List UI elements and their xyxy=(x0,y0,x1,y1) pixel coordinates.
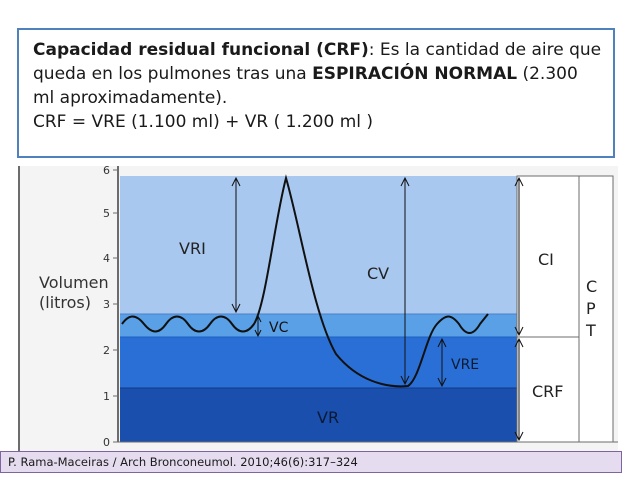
vr-label: VR xyxy=(317,408,339,427)
vre-band xyxy=(120,337,517,388)
ci-label: CI xyxy=(538,250,554,269)
ci-arrow xyxy=(514,176,524,337)
citation-bar: P. Rama-Maceiras / Arch Bronconeumol. 20… xyxy=(0,451,622,473)
y-tick-label-3: 3 xyxy=(103,298,110,311)
y-axis-title-line-1: Volumen xyxy=(39,273,109,292)
y-axis-title-line-2: (litros) xyxy=(39,293,91,312)
y-ticks xyxy=(113,169,118,443)
vr-band xyxy=(120,388,517,442)
vre-label: VRE xyxy=(451,357,479,373)
definition-text-2: (2.300 ml aproximadamente). xyxy=(33,64,578,108)
y-tick-label-1: 1 xyxy=(103,390,110,403)
definition-term: Capacidad residual funcional (CRF) xyxy=(33,40,369,60)
cpt-label-t: T xyxy=(585,321,596,340)
spirometry-curve xyxy=(121,174,489,388)
vri-arrow xyxy=(231,176,241,314)
lung-volumes-diagram: 0 1 2 3 4 5 6 Volumen (litros) VRI VC xyxy=(18,166,618,453)
citation-text: P. Rama-Maceiras / Arch Bronconeumol. 20… xyxy=(8,455,358,469)
cv-label: CV xyxy=(367,264,389,283)
definition-text-1: : Es la cantidad de aire que queda en lo… xyxy=(33,40,602,84)
cpt-label-c: C xyxy=(586,277,597,296)
vc-label: VC xyxy=(269,320,289,336)
vre-arrow xyxy=(437,337,447,388)
y-tick-label-4: 4 xyxy=(103,252,110,265)
crf-arrow xyxy=(514,337,524,442)
cpt-label-p: P xyxy=(586,299,596,318)
y-tick-label-2: 2 xyxy=(103,344,110,357)
vri-band xyxy=(120,176,517,314)
definition-box: Capacidad residual funcional (CRF): Es l… xyxy=(17,28,615,158)
vc-arrow xyxy=(254,314,262,338)
capacity-column xyxy=(516,175,580,443)
crf-label: CRF xyxy=(532,382,564,401)
vc-band xyxy=(120,314,517,337)
y-tick-label-6: 6 xyxy=(103,166,110,177)
cv-arrow xyxy=(400,176,410,386)
vri-label: VRI xyxy=(179,239,206,258)
cpt-column xyxy=(578,175,614,443)
definition-emphasis: ESPIRACIÓN NORMAL xyxy=(312,64,518,84)
y-tick-label-5: 5 xyxy=(103,207,110,220)
definition-formula: CRF = VRE (1.100 ml) + VR ( 1.200 ml ) xyxy=(33,112,374,132)
y-tick-label-0: 0 xyxy=(103,436,110,449)
